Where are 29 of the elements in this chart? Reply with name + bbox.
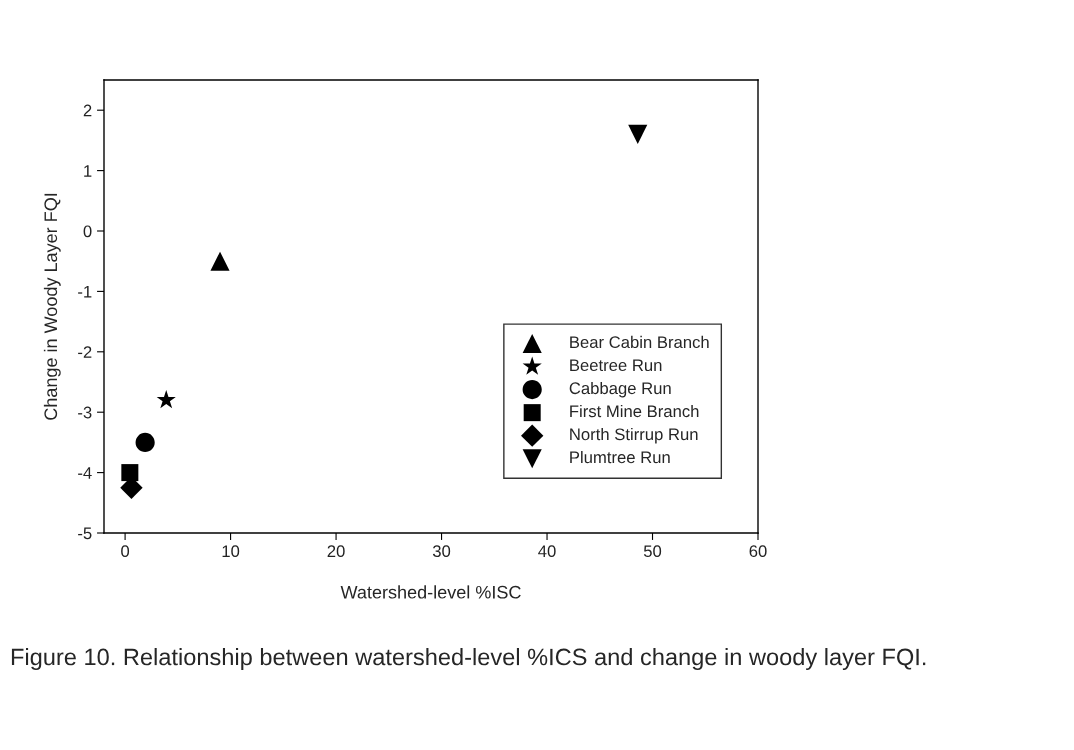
x-axis-title: Watershed-level %ISC (340, 585, 521, 599)
legend-label: First Mine Branch (570, 404, 699, 418)
x-tick-label: 40 (538, 545, 556, 558)
y-tick-label: -2 (78, 346, 92, 358)
y-tick-label: -5 (78, 527, 92, 540)
caption: Figure 10. Relationship between watershed-level %ICS and change in woody layer FQI. (11, 648, 926, 671)
legend-label: Beetree Run (570, 359, 662, 372)
point (135, 432, 155, 452)
legend-label: Plumtree Run (570, 451, 670, 464)
y-tick-label: 0 (83, 225, 92, 238)
y-tick-label: 2 (83, 104, 92, 117)
point (628, 124, 648, 144)
point (210, 251, 230, 271)
legend-label: Cabbage Run (569, 381, 671, 398)
y-axis-title: Change in Woody Layer FQI (43, 193, 61, 420)
legend-label: North Stirrup Run (570, 427, 698, 444)
y-tick-label: -3 (78, 406, 92, 419)
point (156, 390, 176, 409)
x-tick-label: 20 (327, 545, 345, 558)
point (121, 464, 139, 482)
legend-label: Bear Cabin Branch (570, 335, 709, 349)
y-tick-label: -1 (78, 285, 92, 298)
y-tick-label: 1 (84, 165, 92, 177)
x-tick-label: 50 (643, 545, 662, 558)
x-tick-label: 0 (121, 545, 130, 558)
x-tick-label: 60 (749, 545, 767, 558)
x-tick-label: 10 (222, 545, 240, 558)
y-tick-label: -4 (78, 467, 92, 479)
x-tick-label: 30 (432, 545, 451, 558)
